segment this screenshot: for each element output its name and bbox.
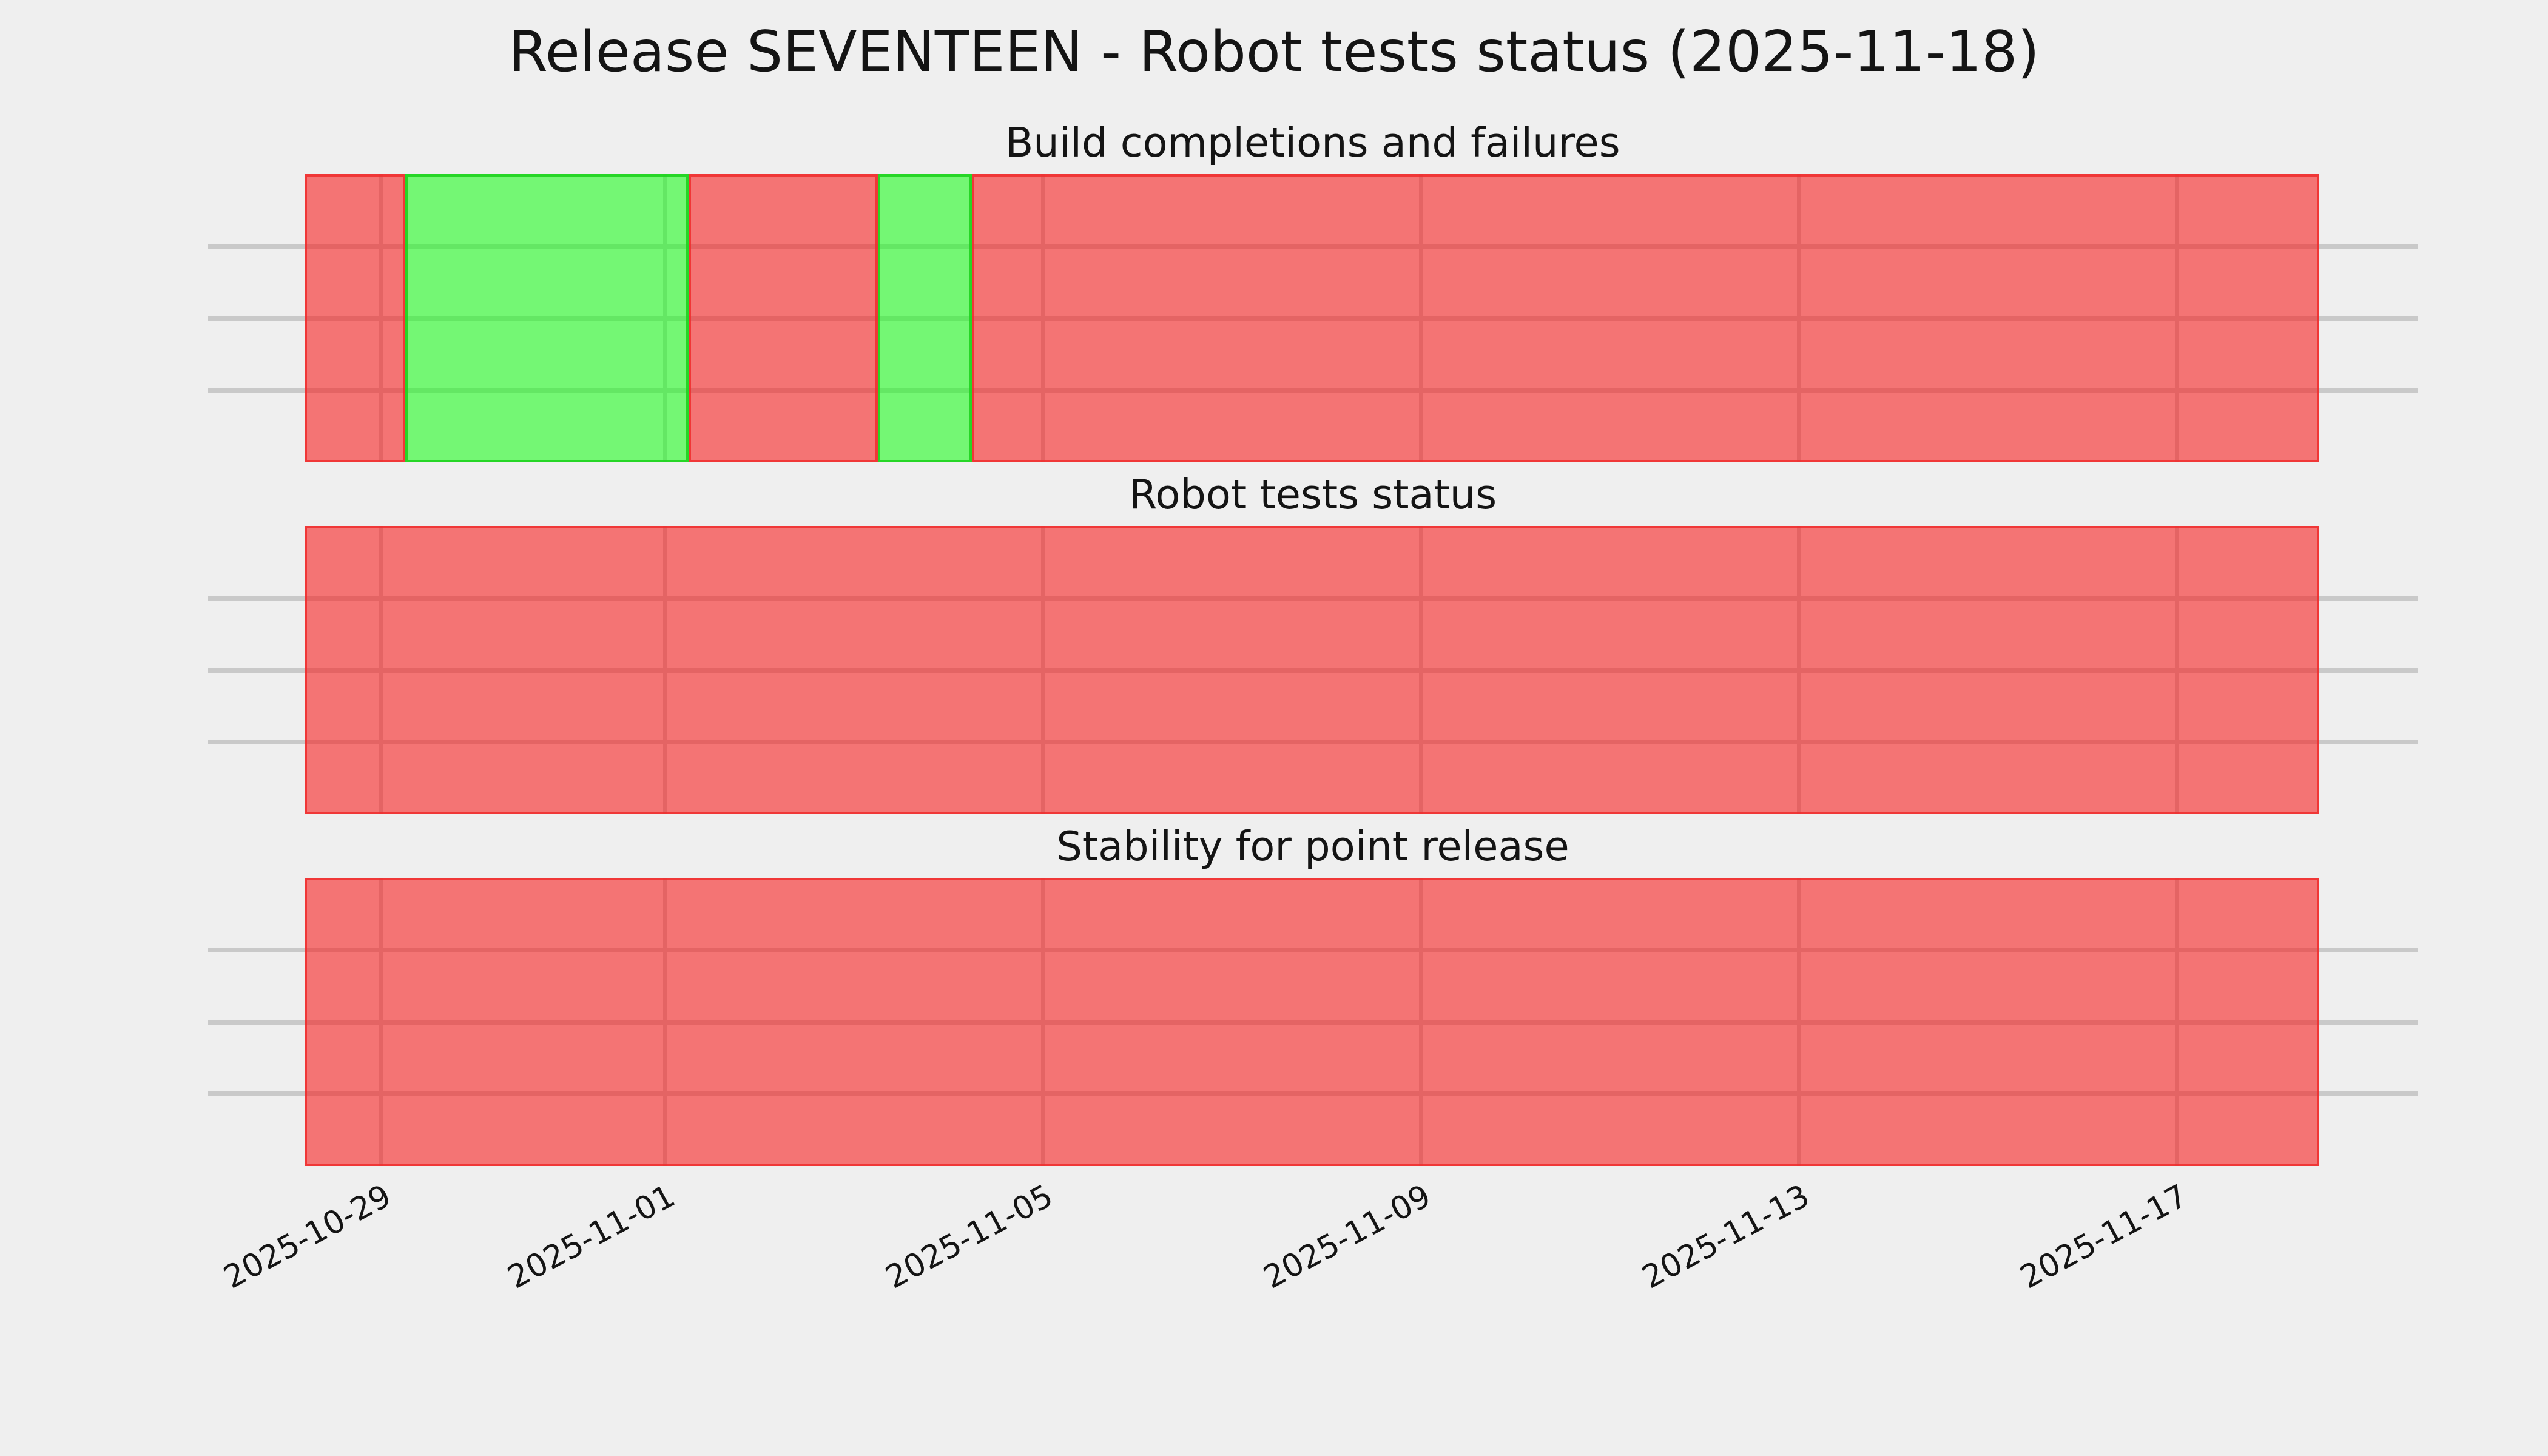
status-segment-failure xyxy=(305,174,405,462)
plot-area: Stability for point release xyxy=(208,823,2418,1166)
x-tick-label: 2025-11-13 xyxy=(1636,1178,1816,1296)
x-tick-label: 2025-11-01 xyxy=(502,1178,681,1296)
panel-title: Robot tests status xyxy=(1128,471,1497,518)
plot-area: Robot tests status xyxy=(208,471,2418,814)
panel-title: Stability for point release xyxy=(1056,823,1569,870)
status-segment-failure xyxy=(689,174,878,462)
x-tick-label: 2025-11-09 xyxy=(1258,1178,1437,1296)
status-segment-failure xyxy=(305,526,2319,814)
plot-area: Build completions and failures xyxy=(208,119,2418,462)
status-segment-failure xyxy=(972,174,2319,462)
status-segment-success xyxy=(405,174,689,462)
panel-title: Build completions and failures xyxy=(1005,119,1620,166)
status-segment-failure xyxy=(305,878,2319,1166)
x-tick-label: 2025-11-05 xyxy=(880,1178,1059,1296)
x-tick-label: 2025-10-29 xyxy=(218,1178,397,1296)
status-segment-success xyxy=(877,174,972,462)
x-tick-label: 2025-11-17 xyxy=(2014,1178,2194,1296)
figure-title: Release SEVENTEEN - Robot tests status (… xyxy=(508,19,2040,84)
